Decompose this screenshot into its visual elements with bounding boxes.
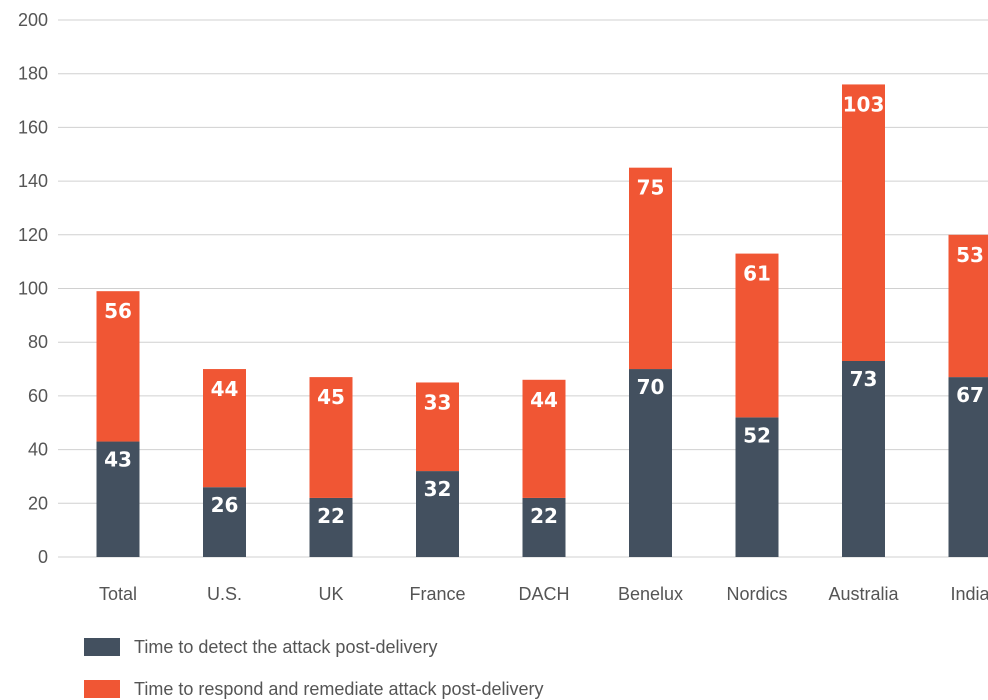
data-label-respond: 53: [956, 243, 984, 267]
data-label-detect: 70: [637, 375, 665, 399]
y-tick-label: 200: [18, 10, 48, 30]
bar-respond: [309, 377, 353, 498]
bars: 43 56 26 44 22 45 32 33 22 44 70 75 52 61 73 103 67 53: [96, 84, 988, 557]
y-tick-label: 60: [28, 386, 48, 406]
y-tick-label: 160: [18, 117, 48, 137]
bar-respond: [522, 379, 566, 498]
bar-detect: [735, 417, 779, 557]
y-tick-label: 40: [28, 440, 48, 460]
bar-respond: [842, 84, 885, 361]
bar-detect: [203, 487, 246, 557]
data-label-detect: 43: [104, 448, 132, 472]
legend-swatch-respond: [84, 680, 120, 698]
y-tick-label: 180: [18, 64, 48, 84]
x-tick-label: India: [950, 584, 988, 604]
data-label-respond: 103: [843, 92, 885, 116]
bar-respond: [629, 167, 672, 370]
data-label-detect: 22: [530, 504, 558, 528]
bar-detect: [96, 441, 140, 557]
bar-detect: [948, 377, 988, 557]
data-label-detect: 26: [211, 493, 239, 517]
data-label-detect: 52: [743, 423, 771, 447]
bar-detect: [309, 497, 353, 557]
x-tick-label: UK: [318, 584, 343, 604]
bar-detect: [842, 360, 885, 557]
y-tick-label: 80: [28, 332, 48, 352]
data-label-respond: 45: [317, 385, 345, 409]
y-tick-label: 100: [18, 279, 48, 299]
legend-item-detect: Time to detect the attack post-delivery: [84, 636, 544, 658]
data-label-detect: 32: [424, 477, 452, 501]
data-label-respond: 61: [743, 262, 771, 286]
x-tick-label: Nordics: [726, 584, 787, 604]
legend-swatch-detect: [84, 638, 120, 656]
data-label-respond: 44: [211, 377, 239, 401]
bar-detect: [629, 369, 672, 557]
y-tick-label: 140: [18, 171, 48, 191]
data-label-detect: 67: [956, 383, 984, 407]
x-tick-label: France: [409, 584, 465, 604]
x-tick-label: Australia: [828, 584, 899, 604]
bar-respond: [96, 291, 140, 442]
bar-detect: [522, 497, 566, 557]
data-label-detect: 22: [317, 504, 345, 528]
y-tick-label: 20: [28, 493, 48, 513]
bar-respond: [203, 369, 246, 488]
x-axis: Total U.S. UK France DACH Benelux Nordics Austr…: [99, 584, 988, 604]
bar-respond: [416, 382, 459, 472]
data-label-respond: 75: [637, 176, 665, 200]
legend-label-respond: Time to respond and remediate attack pos…: [134, 678, 544, 699]
data-label-respond: 44: [530, 388, 558, 412]
x-tick-label: U.S.: [207, 584, 242, 604]
legend: Time to detect the attack post-delivery …: [84, 636, 544, 700]
y-tick-label: 0: [38, 547, 48, 567]
bar-detect: [416, 471, 459, 557]
legend-item-respond: Time to respond and remediate attack pos…: [84, 678, 544, 700]
y-tick-label: 120: [18, 225, 48, 245]
data-label-respond: 56: [104, 299, 132, 323]
data-label-respond: 33: [424, 390, 452, 414]
x-tick-label: Total: [99, 584, 137, 604]
y-axis: 0 20 40 60 80 100 120 140 160 180 200: [18, 10, 48, 567]
legend-label-detect: Time to detect the attack post-delivery: [134, 636, 438, 657]
x-tick-label: Benelux: [618, 584, 683, 604]
bar-respond: [735, 253, 779, 418]
x-tick-label: DACH: [518, 584, 569, 604]
stacked-bar-chart: 0 20 40 60 80 100 120 140 160 180 200 43 56 26 44 22 45…: [18, 10, 988, 604]
bar-respond: [948, 234, 988, 378]
data-label-detect: 73: [850, 367, 878, 391]
